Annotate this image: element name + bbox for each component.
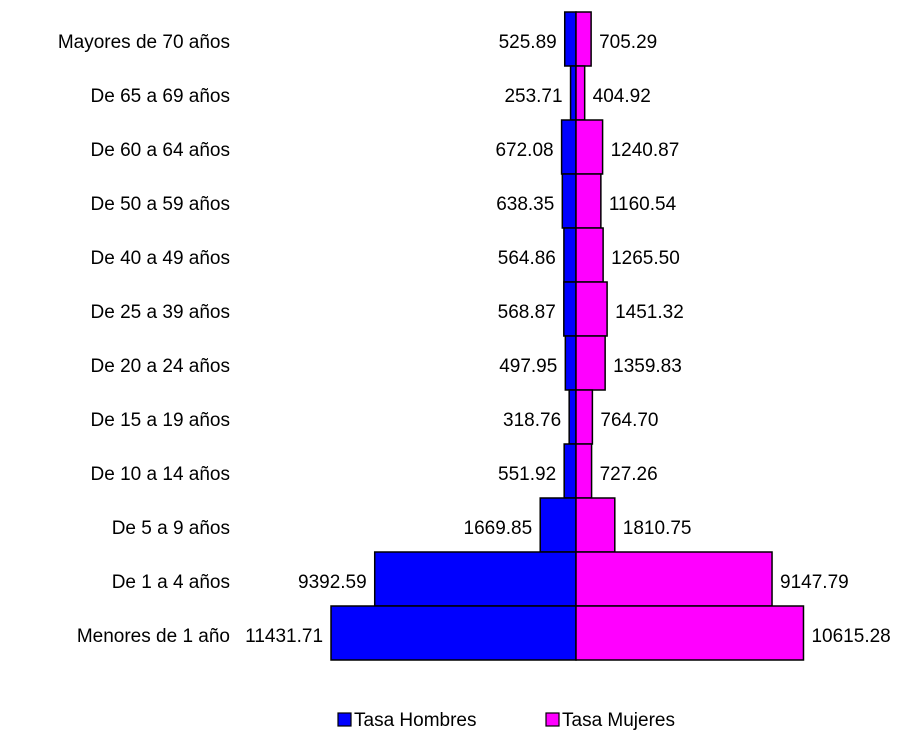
bar xyxy=(330,605,577,661)
value-label: 9392.59 xyxy=(298,572,367,593)
category-label: De 20 a 24 años xyxy=(91,356,230,377)
value-label: 1359.83 xyxy=(613,356,682,377)
value-label: 672.08 xyxy=(495,140,553,161)
legend-swatch xyxy=(545,712,560,727)
bar xyxy=(575,389,594,445)
bar xyxy=(575,605,805,661)
bar xyxy=(560,119,577,175)
bar xyxy=(575,443,593,499)
value-label: 318.76 xyxy=(503,410,561,431)
bar xyxy=(575,335,606,391)
bar xyxy=(575,173,602,229)
category-label: De 15 a 19 años xyxy=(91,410,230,431)
category-label: De 60 a 64 años xyxy=(91,140,230,161)
bar xyxy=(373,551,577,607)
value-label: 1160.54 xyxy=(609,194,677,215)
value-label: 1669.85 xyxy=(464,518,533,539)
value-label: 551.92 xyxy=(498,464,556,485)
legend-swatch xyxy=(337,712,352,727)
value-label: 11431.71 xyxy=(245,626,323,647)
category-label: De 25 a 39 años xyxy=(91,302,230,323)
category-label: De 5 a 9 años xyxy=(112,518,230,539)
bar xyxy=(563,11,577,67)
value-label: 525.89 xyxy=(499,32,557,53)
value-label: 1240.87 xyxy=(611,140,680,161)
category-label: Mayores de 70 años xyxy=(58,32,230,53)
bar xyxy=(575,119,604,175)
value-label: 727.26 xyxy=(600,464,658,485)
value-label: 1810.75 xyxy=(623,518,692,539)
value-label: 705.29 xyxy=(599,32,657,53)
category-label: Menores de 1 año xyxy=(77,626,230,647)
value-label: 1265.50 xyxy=(611,248,680,269)
bar xyxy=(575,65,586,121)
value-label: 638.35 xyxy=(496,194,554,215)
bar xyxy=(564,335,577,391)
value-label: 564.86 xyxy=(498,248,556,269)
bar xyxy=(563,281,577,337)
category-label: De 10 a 14 años xyxy=(91,464,230,485)
bar xyxy=(575,551,773,607)
value-label: 568.87 xyxy=(498,302,556,323)
bar xyxy=(575,281,608,337)
bar xyxy=(575,497,616,553)
category-label: De 1 a 4 años xyxy=(112,572,230,593)
value-label: 9147.79 xyxy=(780,572,849,593)
value-label: 253.71 xyxy=(504,86,562,107)
category-label: De 65 a 69 años xyxy=(91,86,230,107)
category-label: De 50 a 59 años xyxy=(91,194,230,215)
bar xyxy=(575,227,604,283)
bar xyxy=(561,173,577,229)
bar xyxy=(563,227,577,283)
bar xyxy=(575,11,592,67)
bar xyxy=(539,497,577,553)
category-label: De 40 a 49 años xyxy=(91,248,230,269)
value-label: 497.95 xyxy=(499,356,557,377)
bar xyxy=(568,389,577,445)
value-label: 10615.28 xyxy=(811,626,890,647)
value-label: 1451.32 xyxy=(615,302,684,323)
bar xyxy=(563,443,577,499)
legend-label: Tasa Mujeres xyxy=(562,710,675,731)
value-label: 404.92 xyxy=(593,86,651,107)
value-label: 764.70 xyxy=(600,410,658,431)
legend-label: Tasa Hombres xyxy=(354,710,477,731)
bar xyxy=(569,65,577,121)
